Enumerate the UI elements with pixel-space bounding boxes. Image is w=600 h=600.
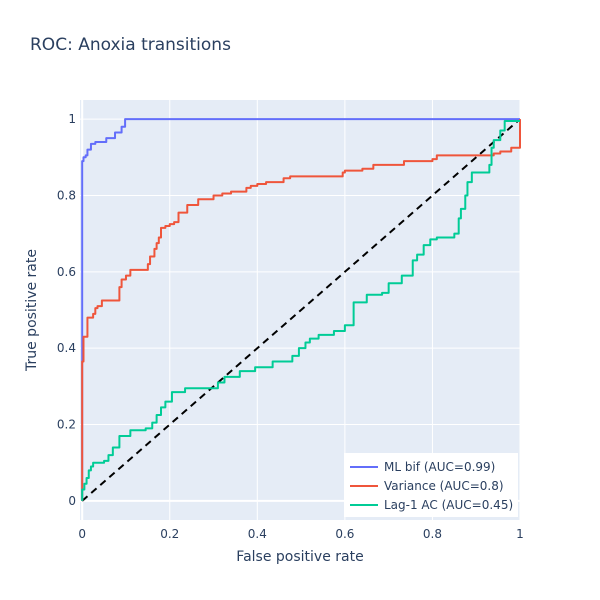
series-line-2 <box>81 120 520 501</box>
x-axis-label: False positive rate <box>236 549 363 565</box>
legend-label: Lag-1 AC (AUC=0.45) <box>384 498 513 512</box>
x-tick-label: 0.6 <box>335 527 354 541</box>
chart-title: ROC: Anoxia transitions <box>30 35 231 55</box>
x-tick-label: 0.4 <box>248 527 267 541</box>
tick-labels: 0 0.2 0.4 0.6 0.8 1 0 0.2 0.4 0.6 0.8 1 <box>57 112 524 541</box>
legend-label: ML bif (AUC=0.99) <box>384 460 495 474</box>
y-axis-label: True positive rate <box>24 249 40 372</box>
series-line-1 <box>81 119 521 501</box>
legend-label: Variance (AUC=0.8) <box>384 479 504 493</box>
y-tick-label: 1 <box>68 112 76 126</box>
y-tick-label: 0.6 <box>57 265 76 279</box>
y-tick-label: 0.4 <box>57 341 76 355</box>
x-tick-label: 0 <box>78 527 86 541</box>
series-lines <box>81 118 521 501</box>
x-tick-label: 1 <box>516 527 524 541</box>
y-tick-label: 0 <box>68 494 76 508</box>
x-tick-label: 0.8 <box>423 527 442 541</box>
y-tick-label: 0.8 <box>57 188 76 202</box>
reference-line <box>81 118 521 502</box>
legend: ML bif (AUC=0.99) Variance (AUC=0.8) Lag-1… <box>344 453 518 517</box>
series-line-0 <box>81 118 520 501</box>
x-tick-label: 0.2 <box>160 527 179 541</box>
y-tick-label: 0.2 <box>57 418 76 432</box>
reference-diagonal <box>81 118 521 502</box>
